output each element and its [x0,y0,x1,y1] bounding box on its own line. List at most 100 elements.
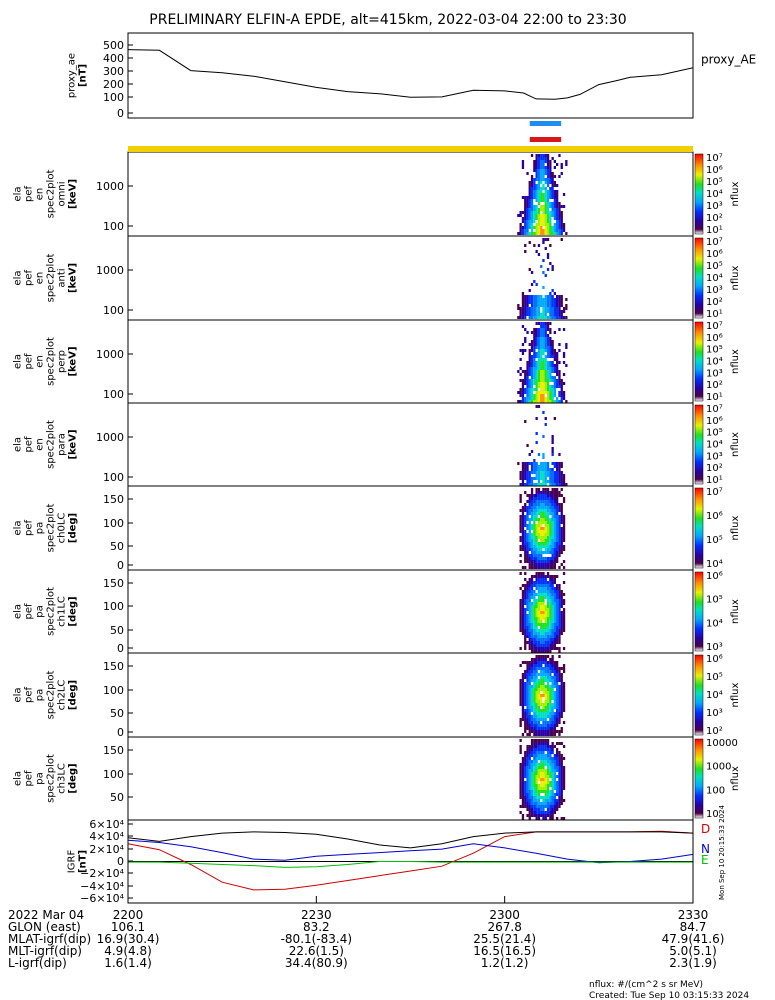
spectrogram-cell [526,462,529,465]
spectrogram-cell [558,781,561,784]
time-axis-row-label: L-igrf(dip) [8,956,67,970]
spectrogram-cell [533,211,536,214]
spectrogram-cell [528,608,531,611]
spectrogram-cell [519,545,522,548]
spectrogram-cell [553,515,556,518]
spectrogram-cell [556,184,559,187]
spectrogram-cell [546,160,550,163]
spectrogram-cell [553,778,556,781]
spectrogram-cell [542,742,545,745]
spectrogram-cell [558,691,561,694]
spectrogram-cell [542,334,545,337]
spectrogram-cell [544,754,547,757]
spectrogram-cell [551,355,554,358]
spectrogram-cell [562,745,566,748]
spectrogram-cell [549,373,552,376]
spectrogram-cell [558,673,561,676]
spectrogram-cell [533,370,536,373]
spectrogram-cell [546,644,550,647]
spectrogram-cell [542,709,545,712]
spectrogram-cell [528,763,531,766]
spectrogram-cell [528,614,531,617]
colorbar-label: nflux [730,265,741,290]
spectrogram-cell [551,175,554,178]
spectrogram-cell [530,575,534,578]
spectrogram-cell [519,784,522,787]
spectrogram-cell [528,733,531,736]
spectrogram-cell [560,781,563,784]
spectrogram-cell [562,483,566,486]
spectrogram-cell [526,217,529,220]
spectrogram-cell [524,694,527,697]
spectrogram-cell [535,388,538,391]
spectrogram-cell [530,751,534,754]
spectrogram-cell [544,650,547,653]
spectrogram-cell [542,578,545,581]
spectrogram-cell [537,465,541,468]
spectrogram-cell [537,694,541,697]
spectrogram-cell [560,772,563,775]
spectrogram-cell [558,787,561,790]
spectrogram-cell [524,578,527,581]
spectrogram-cell [530,566,534,569]
spectrogram-cell [526,379,529,382]
spectrogram-cell [551,581,554,584]
spectrogram-cell [526,814,529,817]
spectrogram-cell [524,468,527,471]
spectrogram-cell [556,295,559,298]
spectrogram-cell [535,712,538,715]
spectrogram-cell [528,503,531,506]
spectrogram-cell [524,211,527,214]
spectrogram-cell [535,178,538,181]
spectrogram-cell [530,220,534,223]
spectrogram-cell [524,661,527,664]
spectrogram-cell [526,548,529,551]
spectrogram-cell [549,632,552,635]
spectrogram-cell [551,524,554,527]
spectrogram-cell [535,208,538,211]
spectrogram-cell [544,364,547,367]
spectrogram-cell [560,539,563,542]
spectrogram-cell [540,373,543,376]
spectrogram-cell [549,715,552,718]
spectrogram-cell [537,232,541,235]
spectrogram-cell [524,772,527,775]
spectrogram-cell [553,527,556,530]
spectrogram-cell [544,157,547,160]
spectrogram-cell [535,673,538,676]
spectrogram-cell [560,763,563,766]
spectrogram-cell [521,506,525,509]
spectrogram-cell [542,388,545,391]
spectrogram-cell [533,799,536,802]
spectrogram-cell [526,557,529,560]
spectrogram-cell [544,494,547,497]
spectrogram-cell [530,283,534,286]
spectrogram-cell [560,676,563,679]
spectrogram-cell [560,530,563,533]
spectrogram-cell [528,769,531,772]
spectrogram-cell [526,799,529,802]
spectrogram-cell [553,193,556,196]
spectrogram-cell [535,781,538,784]
spectrogram-cell [553,718,556,721]
spectrogram-cell [530,644,534,647]
spectrogram-cell [533,310,536,313]
spectrogram-cell [546,373,550,376]
spectrogram-cell [551,721,554,724]
panel-6-tick-label: 150 [103,577,124,590]
spectrogram-cell [530,587,534,590]
spectrogram-cell [556,742,559,745]
spectrogram-cell [526,474,529,477]
spectrogram-cell [556,718,559,721]
spectrogram-cell [551,709,554,712]
spectrogram-cell [535,515,538,518]
spectrogram-cell [544,238,547,241]
spectrogram-cell [558,721,561,724]
spectrogram-cell [556,754,559,757]
spectrogram-cell [562,397,566,400]
colorbar-tick-label: 10⁵ [706,595,723,606]
spectrogram-cell [560,596,563,599]
spectrogram-cell [544,697,547,700]
spectrogram-cell [562,799,566,802]
spectrogram-cell [549,664,552,667]
